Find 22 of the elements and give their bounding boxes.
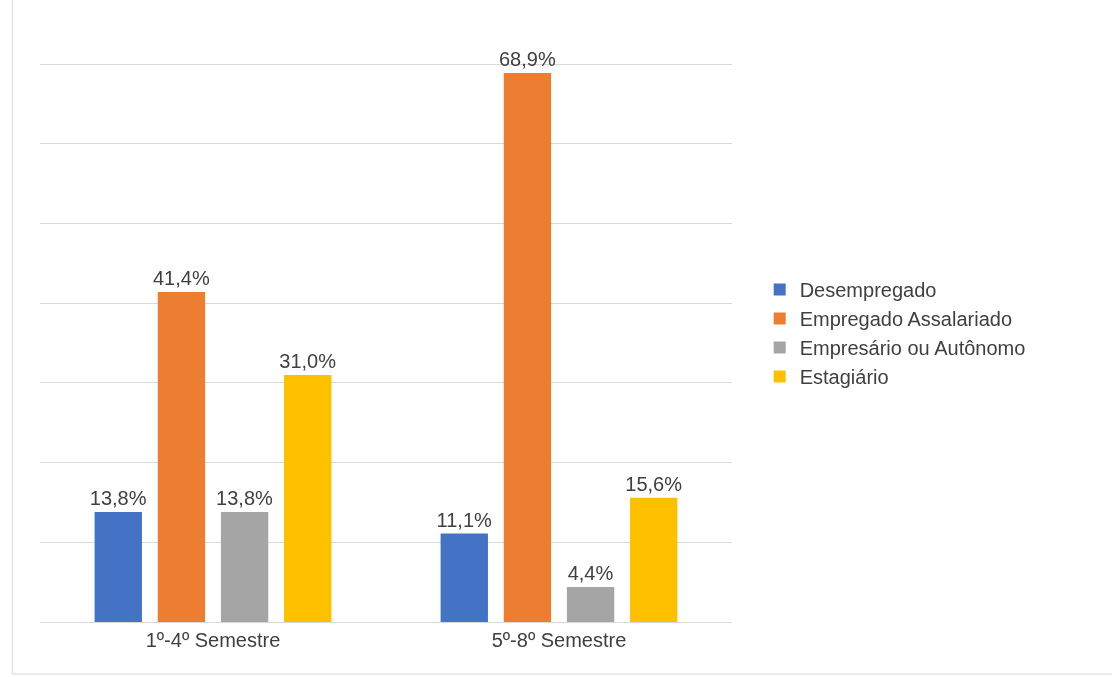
bar — [503, 72, 552, 622]
bar — [220, 512, 269, 622]
bar — [440, 533, 488, 622]
bar — [94, 512, 142, 622]
data-label: 31,0% — [279, 349, 337, 372]
x-tick-label: 1º-4º Semestre — [145, 629, 281, 651]
data-label: 68,9% — [498, 47, 556, 70]
bar — [157, 292, 206, 622]
data-label: 4,4% — [567, 561, 614, 584]
legend-label: Empregado Assalariado — [799, 308, 1013, 331]
legend-label: Empresário ou Autônomo — [799, 337, 1026, 360]
data-label: 11,1% — [436, 508, 492, 531]
data-label: 15,6% — [625, 472, 683, 495]
data-label: 13,8% — [89, 487, 147, 510]
x-tick-label: 5º-8º Semestre — [491, 629, 627, 651]
legend-label: Estagiário — [799, 366, 889, 389]
bar — [630, 497, 678, 622]
data-label: 41,4% — [152, 267, 210, 290]
bar — [566, 586, 615, 622]
bar — [284, 374, 332, 622]
data-label: 13,8% — [216, 487, 274, 510]
legend-label: Desempregado — [799, 279, 937, 302]
